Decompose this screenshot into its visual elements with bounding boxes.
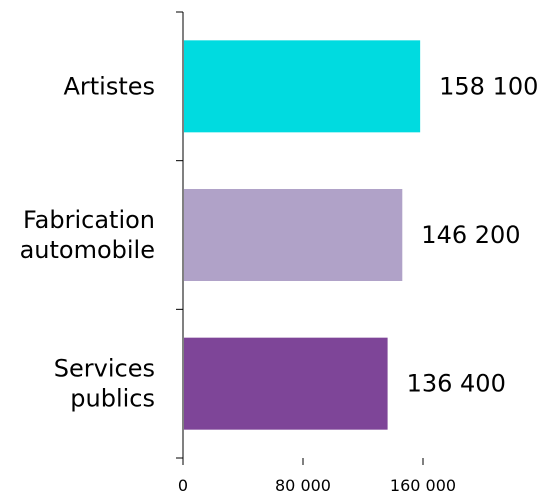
x-tick-label: 0 <box>178 476 188 495</box>
data-label: 136 400 <box>407 370 506 398</box>
x-tick-label: 80 000 <box>275 476 331 495</box>
data-label: 158 100 <box>439 72 538 100</box>
x-tick-label: 160 000 <box>390 476 456 495</box>
bar <box>184 338 388 430</box>
bar <box>184 40 420 132</box>
bar <box>184 189 402 281</box>
category-label: Fabrication automobile <box>20 206 155 264</box>
category-label: Artistes <box>63 72 155 100</box>
category-label: Services publics <box>54 355 155 413</box>
data-label: 146 200 <box>421 221 520 249</box>
